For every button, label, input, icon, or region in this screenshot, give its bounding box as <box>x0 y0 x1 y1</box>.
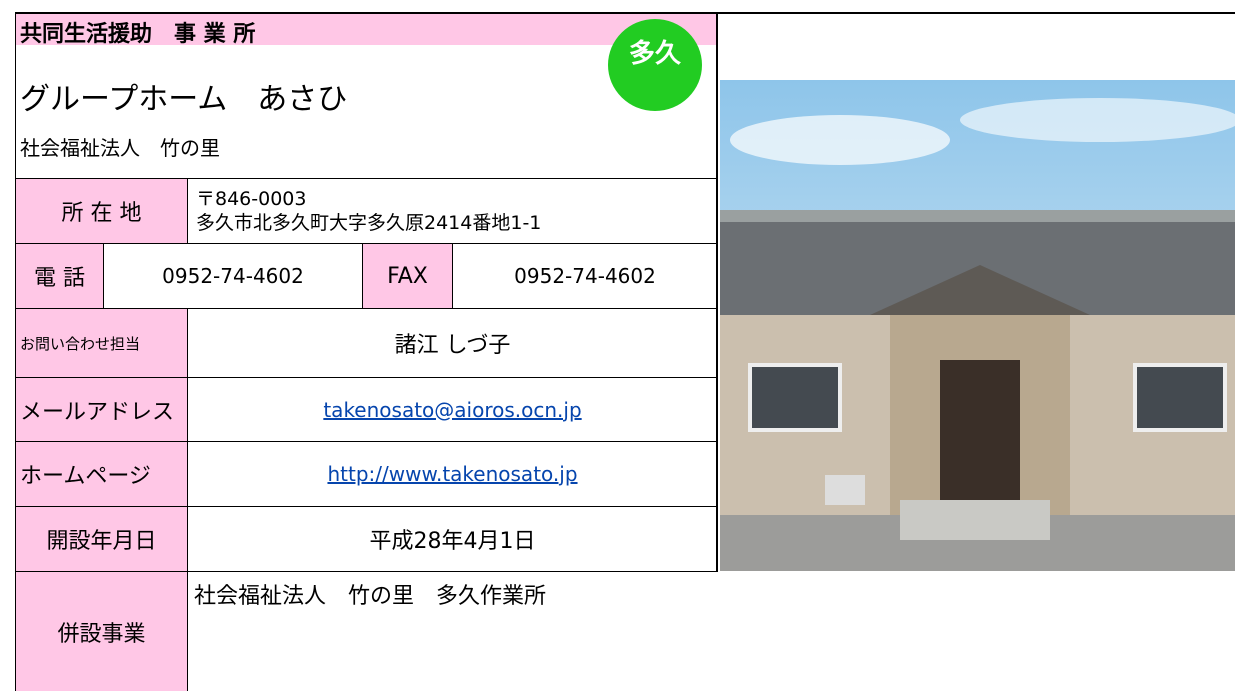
address-label: 所 在 地 <box>15 178 188 244</box>
email-link[interactable]: takenosato@aioros.ocn.jp <box>323 397 582 422</box>
corporation: 社会福祉法人 竹の里 <box>20 136 220 160</box>
contact: 諸江 しづ子 <box>187 308 718 378</box>
related-label: 併設事業 <box>15 571 188 691</box>
fax: 0952-74-4602 <box>452 243 718 309</box>
homepage-cell: http://www.takenosato.jp <box>187 441 718 507</box>
address-cell: 〒846-0003 多久市北多久町大字多久原2414番地1-1 <box>187 178 718 244</box>
badge-text: 多久 <box>628 38 681 69</box>
fax-label: FAX <box>362 243 453 309</box>
homepage-link[interactable]: http://www.takenosato.jp <box>327 462 578 486</box>
header-box: 共同生活援助 事 業 所 多久 グループホーム あさひ 社会福祉法人 竹の里 <box>15 13 718 179</box>
badge: 多久 <box>608 19 702 111</box>
facility-name: グループホーム あさひ <box>20 82 348 117</box>
related: 社会福祉法人 竹の里 多久作業所 <box>194 584 547 609</box>
photo <box>720 80 1235 571</box>
postal: 〒846-0003 <box>196 188 307 210</box>
header-band <box>16 14 717 45</box>
divider <box>716 13 718 572</box>
email-cell: takenosato@aioros.ocn.jp <box>187 377 718 442</box>
phone: 0952-74-4602 <box>103 243 363 309</box>
email-label: メールアドレス <box>15 377 188 442</box>
address: 多久市北多久町大字多久原2414番地1-1 <box>196 212 542 234</box>
opened: 平成28年4月1日 <box>187 506 718 572</box>
phone-label: 電 話 <box>15 243 104 309</box>
homepage-label: ホームページ <box>15 441 188 507</box>
category: 共同生活援助 事 業 所 <box>20 22 256 47</box>
opened-label: 開設年月日 <box>15 506 188 572</box>
contact-label: お問い合わせ担当 <box>15 308 188 378</box>
